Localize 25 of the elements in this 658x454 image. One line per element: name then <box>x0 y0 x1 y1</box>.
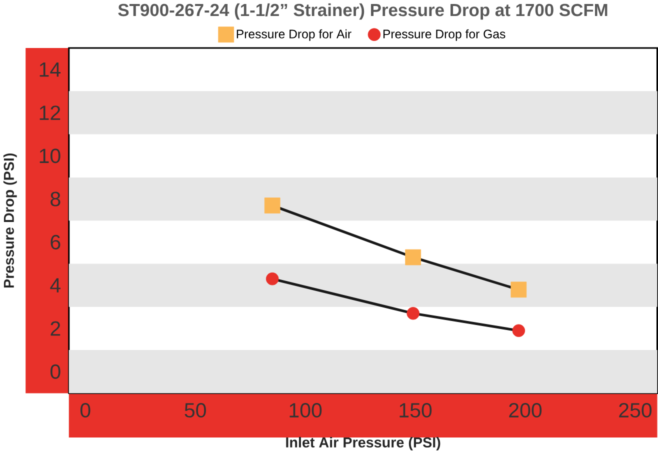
x-tick-label: 200 <box>509 403 542 418</box>
y-tick-label: 10 <box>40 148 60 164</box>
point <box>510 282 527 298</box>
x-tick-label: 250 <box>619 403 652 418</box>
y-tick-label: 12 <box>40 106 60 120</box>
point <box>406 307 420 320</box>
y-axis-title: Pressure Drop (PSI) <box>3 154 17 288</box>
x-tick-label: 0 <box>80 403 90 418</box>
y-tick-label: 6 <box>50 235 60 250</box>
y-tick-label: 0 <box>50 364 60 379</box>
legend-label: Pressure Drop for Gas <box>383 29 506 41</box>
point <box>266 272 279 286</box>
x-axis-title: Inlet Air Pressure (PSI) <box>286 437 440 450</box>
point <box>512 324 526 338</box>
x-tick-label: 100 <box>290 403 322 418</box>
chart-title: ST900-267-24 (1-1/2” Strainer) Pressure Drop at 1700 SCFM <box>118 4 608 20</box>
x-tick-label: 150 <box>400 403 432 418</box>
y-tick-label: 8 <box>50 192 60 206</box>
point <box>405 249 422 266</box>
y-tick-label: 2 <box>50 321 60 336</box>
y-tick-label: 14 <box>40 62 61 77</box>
x-tick-label: 50 <box>184 403 206 418</box>
y-tick-label: 4 <box>50 278 61 292</box>
point <box>264 198 280 214</box>
legend-label: Pressure Drop for Air <box>236 29 352 41</box>
